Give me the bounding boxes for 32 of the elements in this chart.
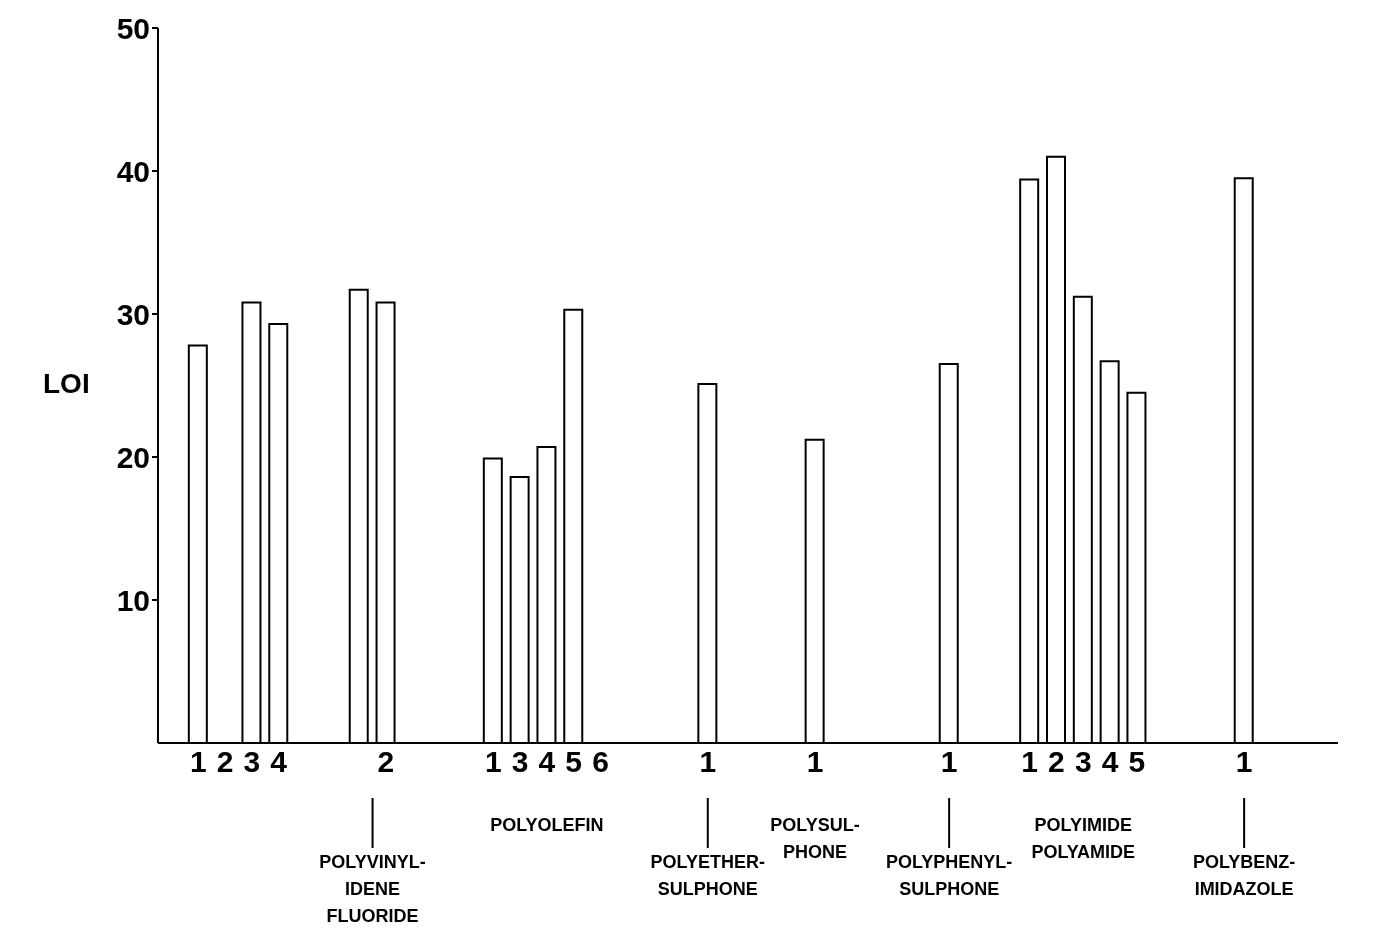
y-tick-label: 10 <box>116 583 150 617</box>
x-tick-label: 1 <box>1235 745 1253 779</box>
text: POLYOLEFIN <box>490 815 604 835</box>
y-tick-label: 20 <box>116 440 150 474</box>
text: POLYETHER- SULPHONE <box>650 852 765 899</box>
y-axis-title: LOI <box>43 367 90 399</box>
x-tick-label: 1 <box>1021 745 1038 779</box>
x-tick-label: 1 <box>189 745 207 779</box>
x-tick-label: 1 <box>940 745 958 779</box>
x-tick-label: 1 <box>806 745 824 779</box>
x-tick-label: 3 <box>511 745 529 779</box>
x-tick-label: 5 <box>565 745 583 779</box>
text: POLYBENZ- IMIDAZOLE <box>1192 852 1296 899</box>
x-tick-label: 1 <box>699 745 717 779</box>
y-tick-label: 50 <box>116 11 150 45</box>
x-tick-label: 5 <box>1128 745 1146 779</box>
x-tick-label: 4 <box>538 745 556 779</box>
x-tick-label: 3 <box>243 745 261 779</box>
y-tick-label: 40 <box>116 154 150 188</box>
text: POLYPHENYL- SULPHONE <box>885 852 1013 899</box>
x-tick-label: 6 <box>592 745 609 779</box>
x-tick-label: 1 <box>484 745 502 779</box>
text: POLYIMIDE POLYAMIDE <box>1031 815 1136 862</box>
x-tick-label: 3 <box>1074 745 1092 779</box>
x-tick-label: 2 <box>377 745 395 779</box>
x-tick-label: 4 <box>270 745 288 779</box>
x-tick-label: 2 <box>216 745 234 779</box>
x-tick-label: 4 <box>1101 745 1119 779</box>
x-tick-label: 2 <box>1048 745 1065 779</box>
y-tick-label: 30 <box>116 297 150 331</box>
text: POLYVINYL- IDENE FLUORIDE <box>319 852 426 926</box>
text: POLYSUL- PHONE <box>770 815 860 862</box>
